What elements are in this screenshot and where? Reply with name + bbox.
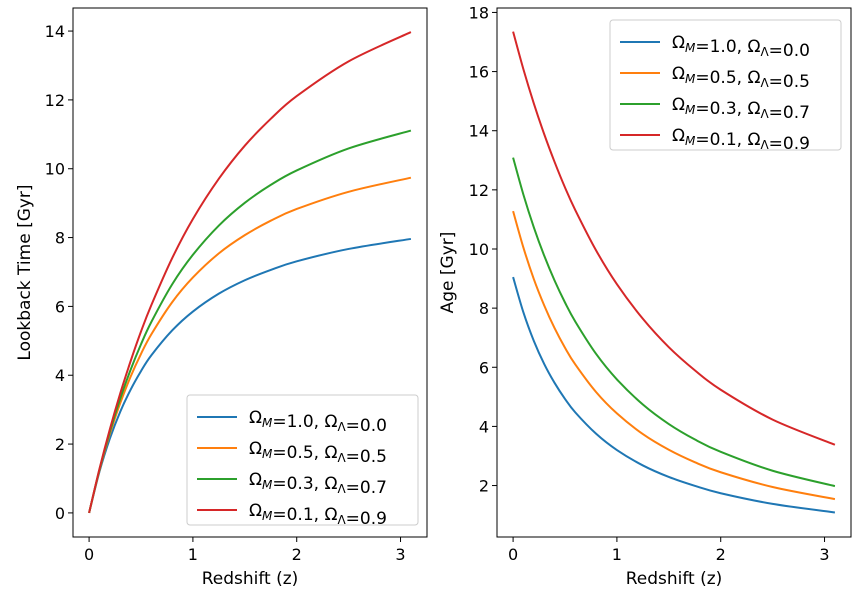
legend-label-0: ΩM=1.0, ΩΛ=0.0 <box>249 408 387 436</box>
legend-label-1: ΩM=0.5, ΩΛ=0.5 <box>672 64 810 92</box>
legend-text-part: Ω <box>249 501 262 521</box>
legend-subscript: Λ <box>760 76 769 90</box>
legend-label-3: ΩM=0.1, ΩΛ=0.9 <box>249 501 387 529</box>
x-tick-label: 1 <box>612 545 622 564</box>
legend-text-part: =1.0, Ω <box>272 412 337 432</box>
legend-label-0: ΩM=1.0, ΩΛ=0.0 <box>672 33 810 61</box>
legend-text-part: Ω <box>672 64 685 84</box>
legend-text-part: Ω <box>249 408 262 428</box>
legend-text-part: =0.1, Ω <box>695 130 760 150</box>
legend-text-part: =0.5 <box>346 447 387 467</box>
legend-subscript: M <box>262 478 273 492</box>
legend-label-2: ΩM=0.3, ΩΛ=0.7 <box>249 470 387 498</box>
legend-subscript: M <box>685 72 696 86</box>
y-axis-label: Age [Gyr] <box>438 232 458 314</box>
legend-subscript: M <box>262 447 273 461</box>
legend-text-part: Ω <box>249 470 262 490</box>
legend-text-part: Ω <box>672 33 685 53</box>
x-tick-label: 0 <box>508 545 518 564</box>
legend-text-part: =0.0 <box>346 416 387 436</box>
y-tick-label: 0 <box>55 504 65 523</box>
x-tick-label: 0 <box>84 545 94 564</box>
legend-subscript: M <box>685 41 696 55</box>
legend-text-part: =0.0 <box>769 41 810 61</box>
legend: ΩM=1.0, ΩΛ=0.0ΩM=0.5, ΩΛ=0.5ΩM=0.3, ΩΛ=0… <box>609 19 842 154</box>
series-line-0 <box>88 237 412 514</box>
legend-text-part: Ω <box>249 439 262 459</box>
series-line-3 <box>88 31 412 514</box>
legend-subscript: M <box>685 134 696 148</box>
legend-subscript: M <box>262 509 273 523</box>
x-tick-label: 3 <box>819 545 829 564</box>
x-tick-label: 2 <box>292 545 302 564</box>
legend-subscript: Λ <box>337 420 346 434</box>
y-tick-label: 12 <box>469 181 489 200</box>
x-tick-label: 2 <box>716 545 726 564</box>
axes-frame <box>72 7 428 538</box>
legend-text-part: =0.9 <box>769 134 810 154</box>
legend-label-3: ΩM=0.1, ΩΛ=0.9 <box>672 126 810 154</box>
legend-subscript: Λ <box>760 45 769 59</box>
y-tick-label: 2 <box>55 435 65 454</box>
legend-subscript: Λ <box>337 451 346 465</box>
y-tick-label: 12 <box>45 91 65 110</box>
series-line-3 <box>512 31 836 446</box>
legend-text-part: =0.7 <box>346 478 387 498</box>
legend-subscript: Λ <box>337 513 346 527</box>
x-axis-label: Redshift (z) <box>202 569 299 589</box>
y-tick-label: 2 <box>479 477 489 496</box>
y-tick-label: 10 <box>469 240 489 259</box>
legend: ΩM=1.0, ΩΛ=0.0ΩM=0.5, ΩΛ=0.5ΩM=0.3, ΩΛ=0… <box>186 394 419 529</box>
legend-text-part: Ω <box>672 126 685 146</box>
legend-box <box>186 394 419 526</box>
legend-text-part: =0.5, Ω <box>695 68 760 88</box>
x-tick-label: 3 <box>395 545 405 564</box>
legend-text-part: =0.3, Ω <box>272 474 337 494</box>
y-tick-label: 4 <box>55 366 65 385</box>
legend-text-part: =0.7 <box>769 103 810 123</box>
y-axis-label: Lookback Time [Gyr] <box>15 184 35 360</box>
y-tick-label: 14 <box>45 22 65 41</box>
legend-label-2: ΩM=0.3, ΩΛ=0.7 <box>672 95 810 123</box>
y-tick-label: 6 <box>479 358 489 377</box>
legend-text-part: =0.1, Ω <box>272 505 337 525</box>
legend-subscript: M <box>685 103 696 117</box>
legend-text-part: =0.3, Ω <box>695 99 760 119</box>
legend-subscript: M <box>262 416 273 430</box>
x-axis-label: Redshift (z) <box>626 569 723 589</box>
legend-text-part: =0.9 <box>346 509 387 529</box>
legend-subscript: Λ <box>337 482 346 496</box>
y-tick-label: 8 <box>479 299 489 318</box>
y-tick-label: 14 <box>469 122 489 141</box>
axes-frame <box>496 7 852 538</box>
y-tick-label: 6 <box>55 297 65 316</box>
legend-text-part: =0.5, Ω <box>272 443 337 463</box>
legend-box <box>609 19 842 151</box>
legend-label-1: ΩM=0.5, ΩΛ=0.5 <box>249 439 387 467</box>
legend-text-part: =1.0, Ω <box>695 37 760 57</box>
series-line-0 <box>512 276 836 514</box>
series-line-1 <box>512 210 836 501</box>
y-tick-label: 16 <box>469 63 489 82</box>
legend-text-part: =0.5 <box>769 72 810 92</box>
y-tick-label: 4 <box>479 417 489 436</box>
x-tick-label: 1 <box>188 545 198 564</box>
y-tick-label: 18 <box>469 3 489 22</box>
legend-subscript: Λ <box>760 107 769 121</box>
y-tick-label: 8 <box>55 229 65 248</box>
series-line-2 <box>512 157 836 488</box>
y-tick-label: 10 <box>45 160 65 179</box>
legend-subscript: Λ <box>760 138 769 152</box>
legend-text-part: Ω <box>672 95 685 115</box>
